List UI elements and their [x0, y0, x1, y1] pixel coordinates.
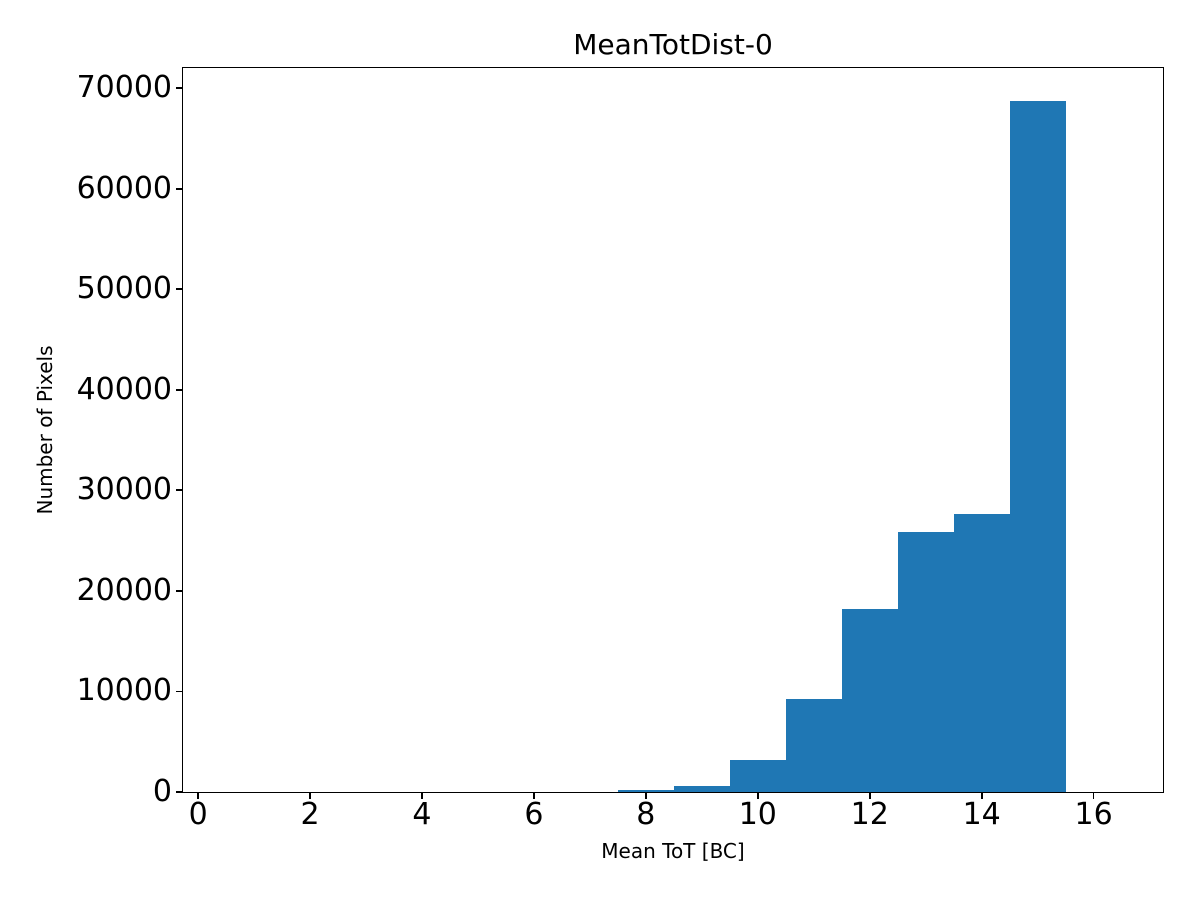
histogram-bar — [785, 699, 842, 792]
y-tick-label: 60000 — [76, 170, 172, 206]
x-tick-mark — [1092, 792, 1095, 799]
x-tick-label: 10 — [738, 797, 777, 832]
y-tick-mark — [176, 590, 183, 592]
x-tick-mark — [980, 792, 983, 799]
x-tick-mark — [868, 792, 871, 799]
y-tick-mark — [176, 87, 183, 89]
chart-title: MeanTotDist-0 — [573, 28, 773, 61]
x-tick-label: 0 — [188, 797, 208, 832]
x-tick-label: 8 — [636, 797, 656, 832]
y-tick-mark — [176, 288, 183, 291]
x-tick-mark — [309, 792, 311, 799]
y-tick-label: 40000 — [76, 371, 172, 407]
histogram-bar — [1009, 101, 1066, 792]
y-tick-label: 30000 — [76, 472, 172, 508]
x-tick-mark — [421, 792, 423, 799]
histogram-bar — [897, 531, 954, 792]
x-tick-label: 12 — [850, 797, 889, 832]
x-tick-mark — [645, 792, 647, 799]
y-tick-mark — [176, 489, 183, 492]
x-tick-label: 14 — [962, 797, 1001, 832]
y-tick-label: 10000 — [76, 673, 172, 709]
x-tick-mark — [756, 792, 759, 799]
x-tick-label: 16 — [1074, 797, 1113, 832]
x-tick-label: 6 — [524, 797, 544, 832]
y-tick-label: 0 — [152, 774, 172, 809]
x-tick-label: 4 — [412, 797, 432, 832]
y-tick-mark — [176, 187, 183, 190]
x-axis-label: Mean ToT [BC] — [601, 839, 745, 863]
histogram-bar — [729, 760, 786, 792]
y-tick-mark — [176, 690, 183, 693]
plot-area — [183, 68, 1163, 792]
histogram-bar — [673, 785, 730, 792]
y-tick-mark — [176, 791, 183, 793]
y-tick-label: 50000 — [76, 271, 172, 307]
y-tick-label: 20000 — [76, 572, 172, 608]
y-tick-label: 70000 — [76, 70, 172, 106]
x-tick-mark — [533, 792, 535, 799]
histogram-bar — [617, 790, 674, 792]
x-tick-mark — [197, 792, 199, 799]
histogram-bar — [953, 514, 1010, 792]
x-tick-label: 2 — [300, 797, 320, 832]
histogram-bar — [841, 608, 898, 792]
y-tick-mark — [176, 388, 183, 391]
